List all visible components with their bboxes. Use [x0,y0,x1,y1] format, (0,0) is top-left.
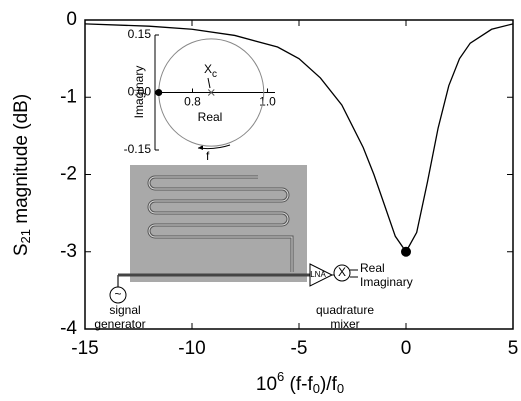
y-label-part: magnitude (dB) [11,94,32,229]
inset-x-tick-label: 0.8 [184,95,201,109]
x-label-sub: 0 [337,381,344,396]
source-glyph: ~ [114,287,121,301]
x-label-part: 10 [256,374,277,395]
resonator-core [148,176,293,272]
amp-symbol [309,263,334,287]
resonance-marker [401,246,411,257]
wire [350,269,358,278]
x-label-part: )/f [320,374,338,395]
inset-x-label: Real [198,110,223,124]
mixer-symbol [333,264,351,282]
mixer-glyph: X [338,265,346,279]
source-label: signal [109,303,140,317]
off-resonance-point [155,89,163,96]
mixer-label: quadrature [316,303,374,317]
inset-y-tick-label: -0.15 [124,142,152,156]
center-arrow [207,77,211,89]
x-tick-label: 5 [508,338,519,359]
x-tick-label: -10 [178,338,205,359]
x-tick-label: -15 [71,338,98,359]
source-label: generator [94,317,145,331]
arrow-head [198,145,203,150]
y-label-part: S [11,243,32,256]
x-tick-label: -5 [291,338,308,359]
y-label-sub: 21 [18,229,33,243]
x-label-sup: 6 [277,369,284,384]
y-tick-label: -4 [60,318,77,339]
x-label-sub: 0 [313,381,320,396]
curve [84,23,514,253]
inset-y-tick-label: 0.00 [128,85,152,99]
amp-label: LNA [310,270,326,279]
direction-label: f [206,149,210,163]
mixer-label: mixer [330,317,359,331]
x-tick-label: 0 [401,338,412,359]
y-tick-label: -2 [60,164,77,185]
output-label: Real [360,261,385,275]
y-tick-label: -1 [60,86,77,107]
y-tick-label: -3 [60,241,77,262]
x-axis-label: 106 (f-f0)/f0 [256,369,344,396]
y-axis-label: S21 magnitude (dB) [11,94,33,256]
center-cross [207,89,215,96]
source-symbol [109,286,127,304]
y-tick-label: 0 [66,9,77,30]
inset-y-label: Imaginary [132,66,146,119]
x-label-part: (f-f [284,374,313,395]
center-label: Xc [204,62,217,79]
center-label-sub: c [212,69,217,80]
center-label-main: X [204,62,212,76]
inset-y-tick-label: 0.15 [128,27,152,41]
output-label: Imaginary [360,275,413,289]
